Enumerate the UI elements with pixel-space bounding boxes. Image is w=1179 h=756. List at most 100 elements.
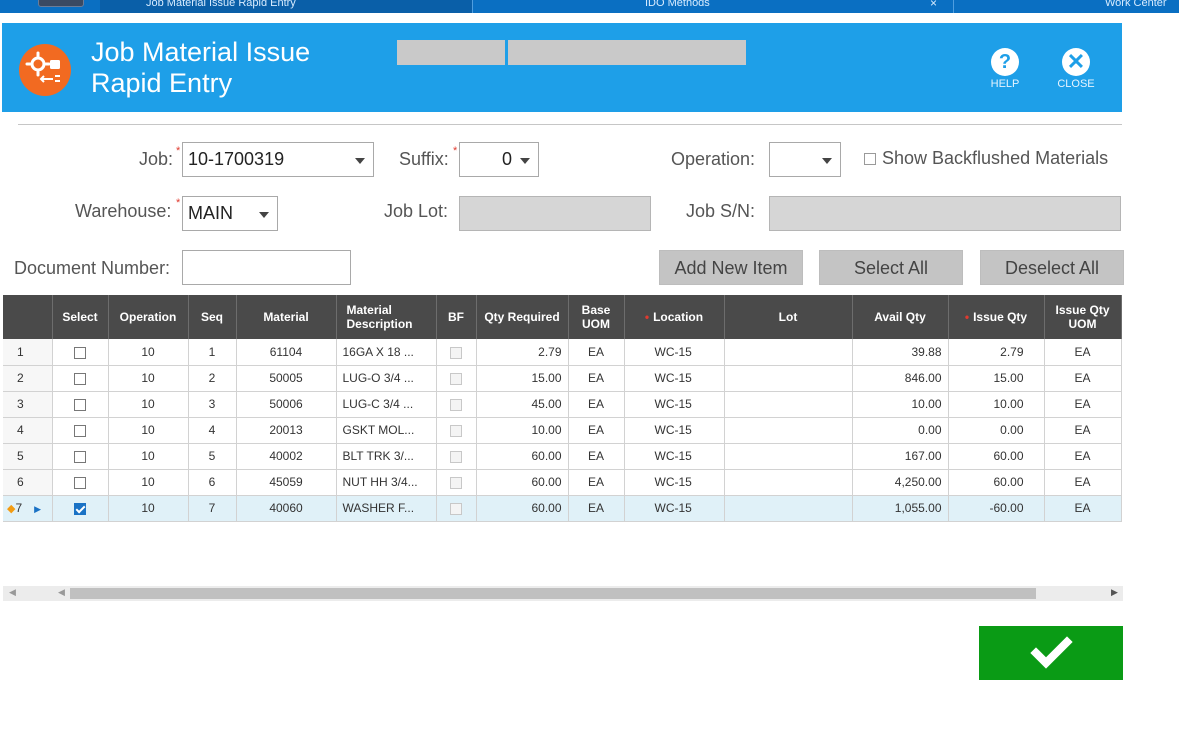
lot-cell[interactable] <box>724 495 853 522</box>
issue-uom-cell: EA <box>1044 495 1122 522</box>
column-header-lot[interactable]: Lot <box>724 295 853 339</box>
row-number[interactable]: ◆7 ▶ <box>3 495 53 522</box>
help-button[interactable]: ? HELP <box>980 48 1030 90</box>
show-backflushed-checkbox[interactable] <box>864 153 876 165</box>
select-checkbox[interactable] <box>74 346 86 359</box>
issue-qty-cell[interactable]: 60.00 <box>948 469 1045 496</box>
issue-qty-cell[interactable]: 60.00 <box>948 443 1045 470</box>
close-button[interactable]: ✕ CLOSE <box>1057 48 1095 90</box>
tab-job-material-issue[interactable]: Job Material Issue Rapid Entry <box>100 0 472 13</box>
select-checkbox[interactable] <box>74 398 86 411</box>
checkmark-icon <box>1030 636 1073 669</box>
location-cell[interactable]: WC-15 <box>624 417 725 444</box>
tab-ido-methods[interactable]: IDO Methods <box>645 0 710 9</box>
document-number-input[interactable] <box>182 250 351 285</box>
issue-qty-cell[interactable]: 2.79 <box>948 339 1045 366</box>
select-all-button[interactable]: Select All <box>819 250 963 285</box>
scrollbar-thumb[interactable] <box>70 588 1036 599</box>
row-number[interactable]: 4 <box>3 417 53 444</box>
column-header-material-description[interactable]: Material Description <box>336 295 437 339</box>
location-cell[interactable]: WC-15 <box>624 443 725 470</box>
location-cell[interactable]: WC-15 <box>624 339 725 366</box>
column-header-base-uom[interactable]: Base UOM <box>568 295 625 339</box>
warehouse-select[interactable]: MAIN <box>182 196 278 231</box>
select-checkbox-cell[interactable] <box>52 391 109 418</box>
qty-required-cell: 15.00 <box>476 365 569 392</box>
lot-cell[interactable] <box>724 391 853 418</box>
select-checkbox[interactable] <box>74 502 86 515</box>
job-select[interactable]: 10-1700319 <box>182 142 374 177</box>
lot-cell[interactable] <box>724 417 853 444</box>
table-row[interactable]: 1 10 1 61104 16GA X 18 ... 2.79 EA WC-15… <box>3 339 1122 366</box>
chevron-down-icon <box>259 212 269 218</box>
seq-cell: 2 <box>188 365 237 392</box>
operation-cell: 10 <box>108 365 189 392</box>
table-row[interactable]: 3 10 3 50006 LUG-C 3/4 ... 45.00 EA WC-1… <box>3 391 1122 418</box>
avail-qty-cell: 0.00 <box>852 417 949 444</box>
column-header-select[interactable]: Select <box>52 295 109 339</box>
row-number[interactable]: 1 <box>3 339 53 366</box>
select-checkbox[interactable] <box>74 372 86 385</box>
table-row[interactable]: 5 10 5 40002 BLT TRK 3/... 60.00 EA WC-1… <box>3 443 1122 470</box>
suffix-select[interactable]: 0 <box>459 142 539 177</box>
select-checkbox-cell[interactable] <box>52 495 109 522</box>
select-checkbox[interactable] <box>74 450 86 463</box>
scroll-left-icon[interactable]: ◀ <box>58 587 65 597</box>
issue-qty-cell[interactable]: 10.00 <box>948 391 1045 418</box>
row-number[interactable]: 5 <box>3 443 53 470</box>
select-checkbox-cell[interactable] <box>52 365 109 392</box>
select-checkbox[interactable] <box>74 424 86 437</box>
location-cell[interactable]: WC-15 <box>624 365 725 392</box>
select-checkbox[interactable] <box>74 476 86 489</box>
issue-qty-cell[interactable]: 0.00 <box>948 417 1045 444</box>
tab-close-icon[interactable]: × <box>930 0 938 10</box>
location-cell[interactable]: WC-15 <box>624 391 725 418</box>
table-row[interactable]: 2 10 2 50005 LUG-O 3/4 ... 15.00 EA WC-1… <box>3 365 1122 392</box>
lot-cell[interactable] <box>724 469 853 496</box>
lot-cell[interactable] <box>724 365 853 392</box>
ok-button[interactable] <box>979 626 1123 680</box>
operation-select[interactable] <box>769 142 841 177</box>
bf-cell <box>436 339 477 366</box>
select-checkbox-cell[interactable] <box>52 339 109 366</box>
deselect-all-button[interactable]: Deselect All <box>980 250 1124 285</box>
row-number[interactable]: 6 <box>3 469 53 496</box>
column-header-issue-qty-uom[interactable]: Issue Qty UOM <box>1044 295 1122 339</box>
issue-qty-cell[interactable]: 15.00 <box>948 365 1045 392</box>
scroll-left-end-icon[interactable]: ◀ <box>9 587 16 597</box>
tab-work-center[interactable]: Work Center <box>1105 0 1167 9</box>
column-header-seq[interactable]: Seq <box>188 295 237 339</box>
column-header-qty-required[interactable]: Qty Required <box>476 295 569 339</box>
location-cell[interactable]: WC-15 <box>624 495 725 522</box>
scroll-right-icon[interactable]: ▶ <box>1111 587 1118 597</box>
issue-qty-cell[interactable]: -60.00 <box>948 495 1045 522</box>
add-new-item-button[interactable]: Add New Item <box>659 250 803 285</box>
location-cell[interactable]: WC-15 <box>624 469 725 496</box>
table-row[interactable]: 4 10 4 20013 GSKT MOL... 10.00 EA WC-15 … <box>3 417 1122 444</box>
qty-required-cell: 45.00 <box>476 391 569 418</box>
select-checkbox-cell[interactable] <box>52 443 109 470</box>
table-row[interactable]: 6 10 6 45059 NUT HH 3/4... 60.00 EA WC-1… <box>3 469 1122 496</box>
column-header-material[interactable]: Material <box>236 295 337 339</box>
job-sn-field <box>769 196 1121 231</box>
lot-cell[interactable] <box>724 339 853 366</box>
column-header-location[interactable]: • Location <box>624 295 725 339</box>
row-number[interactable]: 3 <box>3 391 53 418</box>
column-header-issue-qty[interactable]: • Issue Qty <box>948 295 1045 339</box>
select-checkbox-cell[interactable] <box>52 417 109 444</box>
avail-qty-cell: 1,055.00 <box>852 495 949 522</box>
column-header-avail-qty[interactable]: Avail Qty <box>852 295 949 339</box>
base-uom-cell: EA <box>568 391 625 418</box>
material-cell: 50006 <box>236 391 337 418</box>
base-uom-cell: EA <box>568 469 625 496</box>
column-header-bf[interactable]: BF <box>436 295 477 339</box>
table-row-selected[interactable]: ◆7 ▶ 10 7 40060 WASHER F... 60.00 EA WC-1… <box>3 495 1122 522</box>
column-header-operation[interactable]: Operation <box>108 295 189 339</box>
bf-cell <box>436 443 477 470</box>
row-number[interactable]: 2 <box>3 365 53 392</box>
horizontal-scrollbar[interactable]: ◀ ◀ ▶ <box>3 586 1123 601</box>
operation-cell: 10 <box>108 417 189 444</box>
select-checkbox-cell[interactable] <box>52 469 109 496</box>
lot-cell[interactable] <box>724 443 853 470</box>
page-title-line1: Job Material Issue <box>91 37 311 67</box>
